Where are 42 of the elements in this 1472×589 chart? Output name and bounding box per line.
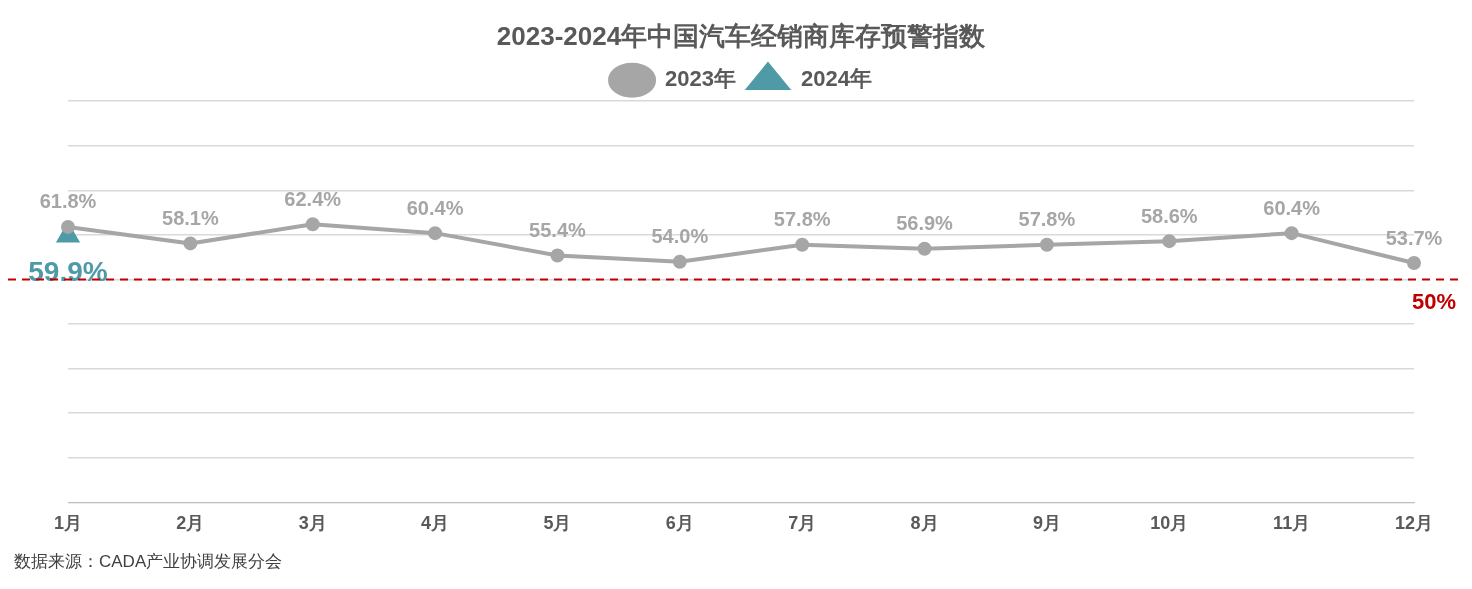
x-tick-label: 6月 (665, 513, 694, 534)
legend-label: 2024年 (801, 66, 872, 92)
data-label: 57.8% (1018, 208, 1076, 231)
x-tick-label: 2月 (176, 513, 205, 534)
point (305, 217, 320, 232)
ref-line-label: 50% (1411, 288, 1456, 314)
x-tick-label: 12月 (1394, 513, 1434, 534)
data-label: 58.1% (162, 206, 219, 229)
x-tick-label: 8月 (910, 513, 939, 534)
x-tick-label: 1月 (53, 513, 83, 534)
data-label: 53.7% (1385, 226, 1443, 249)
point (428, 226, 443, 241)
data-label: 54.0% (651, 225, 709, 248)
x-tick-label: 10月 (1150, 513, 1189, 534)
point (1162, 234, 1177, 249)
data-label: 58.6% (1140, 204, 1198, 227)
point (672, 254, 687, 269)
point (1284, 226, 1299, 241)
data-label: 61.8% (39, 190, 97, 213)
x-tick-label: 11月 (1273, 513, 1311, 534)
data-label: 60.4% (1263, 196, 1321, 219)
point (61, 219, 75, 234)
data-label: 55.4% (529, 218, 587, 241)
chart-title: 2023-2024年中国汽车经销商库存预警指数 (496, 20, 987, 51)
data-label: 62.4% (284, 187, 342, 210)
data-label: 57.8% (773, 208, 831, 231)
source-note: 数据来源：CADA产业协调发展分会 (14, 551, 284, 573)
point (550, 248, 565, 263)
point (1407, 256, 1421, 271)
point (1039, 237, 1054, 252)
data-label: 56.9% (896, 212, 954, 235)
point (917, 241, 932, 256)
x-tick-label: 7月 (788, 513, 817, 534)
point (183, 236, 198, 251)
data-label: 59.9% (28, 256, 108, 288)
data-label: 60.4% (406, 196, 464, 219)
x-tick-label: 4月 (421, 513, 450, 534)
x-tick-label: 3月 (298, 513, 327, 534)
point (795, 237, 810, 252)
legend-label: 2023年 (665, 66, 737, 92)
x-tick-label: 5月 (543, 513, 572, 534)
x-tick-label: 9月 (1032, 513, 1061, 534)
